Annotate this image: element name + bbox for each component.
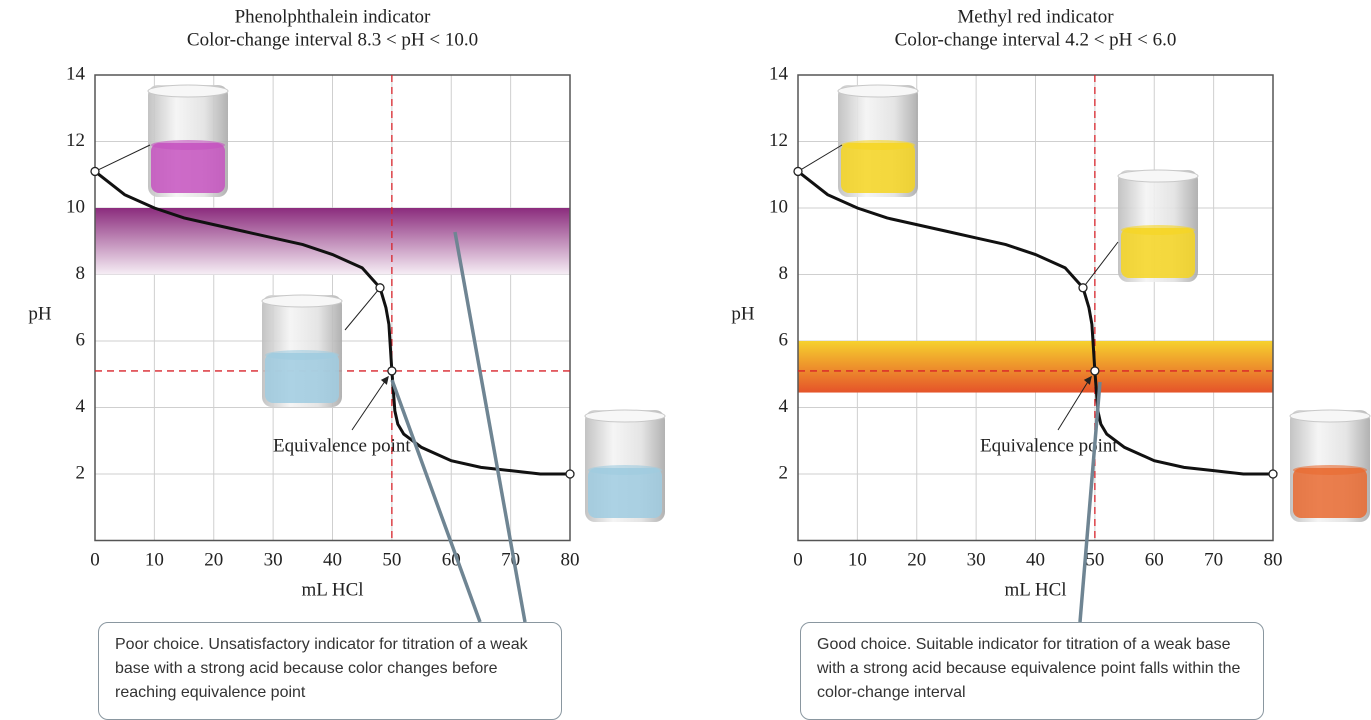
y-tick-label: 8: [779, 263, 789, 284]
x-axis-label: mL HCl: [301, 579, 363, 600]
chart-title: Phenolphthalein indicator: [235, 6, 431, 27]
y-tick-label: 8: [76, 263, 86, 284]
beaker-rim: [837, 84, 919, 98]
annotation: Equivalence point: [273, 435, 411, 456]
x-tick-label: 0: [90, 549, 100, 570]
x-tick-label: 80: [561, 549, 580, 570]
x-tick-label: 10: [848, 549, 867, 570]
marked-point: [1090, 366, 1100, 376]
y-tick-label: 2: [76, 462, 86, 483]
x-tick-label: 20: [204, 549, 223, 570]
x-tick-label: 10: [145, 549, 164, 570]
x-tick-label: 20: [907, 549, 926, 570]
leader-line: [1082, 241, 1119, 289]
marked-point: [565, 469, 575, 479]
y-tick-label: 12: [769, 130, 788, 151]
x-tick-label: 50: [1085, 549, 1104, 570]
callout: Good choice. Suitable indicator for titr…: [800, 622, 1264, 720]
x-tick-label: 40: [323, 549, 342, 570]
y-tick-label: 6: [779, 329, 789, 350]
annotation-arrow: [351, 376, 389, 431]
indicator-band: [95, 208, 570, 275]
marked-point: [1268, 469, 1278, 479]
beaker-rim: [1117, 169, 1199, 183]
callout-pointer: [1078, 381, 1102, 623]
x-tick-label: 80: [1264, 549, 1283, 570]
y-tick-label: 4: [779, 396, 789, 417]
x-tick-label: 0: [793, 549, 803, 570]
leader-line: [94, 144, 151, 172]
beaker-liquid-top: [588, 465, 662, 475]
marked-point: [793, 166, 803, 177]
y-tick-label: 14: [769, 63, 789, 84]
y-tick-label: 14: [66, 63, 86, 84]
marked-point: [375, 283, 385, 293]
beaker-liquid: [265, 353, 339, 403]
titration-curve: [797, 170, 1273, 476]
leader-line: [344, 287, 381, 331]
arrow-head: [1083, 375, 1092, 385]
y-axis-label: pH: [28, 303, 52, 324]
leader-line: [797, 144, 843, 172]
annotation: Equivalence point: [980, 435, 1118, 456]
x-axis-label: mL HCl: [1004, 579, 1066, 600]
beaker-liquid: [1293, 468, 1367, 518]
beaker-liquid-top: [1293, 465, 1367, 475]
beaker-liquid-top: [151, 140, 225, 150]
callout-pointer: [390, 379, 482, 623]
y-axis-label: pH: [731, 303, 755, 324]
x-tick-label: 50: [382, 549, 401, 570]
beaker-liquid-top: [841, 140, 915, 150]
beaker-liquid: [841, 143, 915, 193]
beaker-liquid: [588, 468, 662, 518]
indicator-band: [798, 341, 1273, 393]
chart-title: Methyl red indicator: [957, 6, 1114, 27]
callout-pointer: [453, 231, 527, 623]
y-tick-label: 10: [769, 196, 788, 217]
beaker-rim: [261, 294, 343, 308]
x-tick-label: 30: [967, 549, 986, 570]
beaker-liquid-top: [1121, 225, 1195, 235]
y-tick-label: 2: [779, 462, 789, 483]
beaker-rim: [147, 84, 229, 98]
x-tick-label: 70: [501, 549, 520, 570]
annotation-arrow: [1057, 376, 1092, 431]
beaker-liquid-top: [265, 350, 339, 360]
beaker-rim: [584, 409, 666, 423]
beaker-liquid: [1121, 228, 1195, 278]
titration-curve: [94, 170, 570, 476]
beaker-liquid: [151, 143, 225, 193]
marked-point: [90, 166, 100, 177]
plot-frame: [797, 74, 1274, 542]
beaker-rim: [1289, 409, 1371, 423]
callout: Poor choice. Unsatisfactory indicator fo…: [98, 622, 562, 720]
marked-point: [387, 366, 397, 376]
y-tick-label: 12: [66, 130, 85, 151]
x-tick-label: 70: [1204, 549, 1223, 570]
x-tick-label: 40: [1026, 549, 1045, 570]
x-tick-label: 30: [264, 549, 283, 570]
arrow-head: [380, 375, 389, 385]
x-tick-label: 60: [1145, 549, 1164, 570]
chart-subtitle: Color-change interval 4.2 < pH < 6.0: [895, 29, 1177, 50]
y-tick-label: 6: [76, 329, 86, 350]
plot-frame: [94, 74, 571, 542]
chart-subtitle: Color-change interval 8.3 < pH < 10.0: [187, 29, 478, 50]
y-tick-label: 4: [76, 396, 86, 417]
y-tick-label: 10: [66, 196, 85, 217]
marked-point: [1078, 283, 1088, 293]
